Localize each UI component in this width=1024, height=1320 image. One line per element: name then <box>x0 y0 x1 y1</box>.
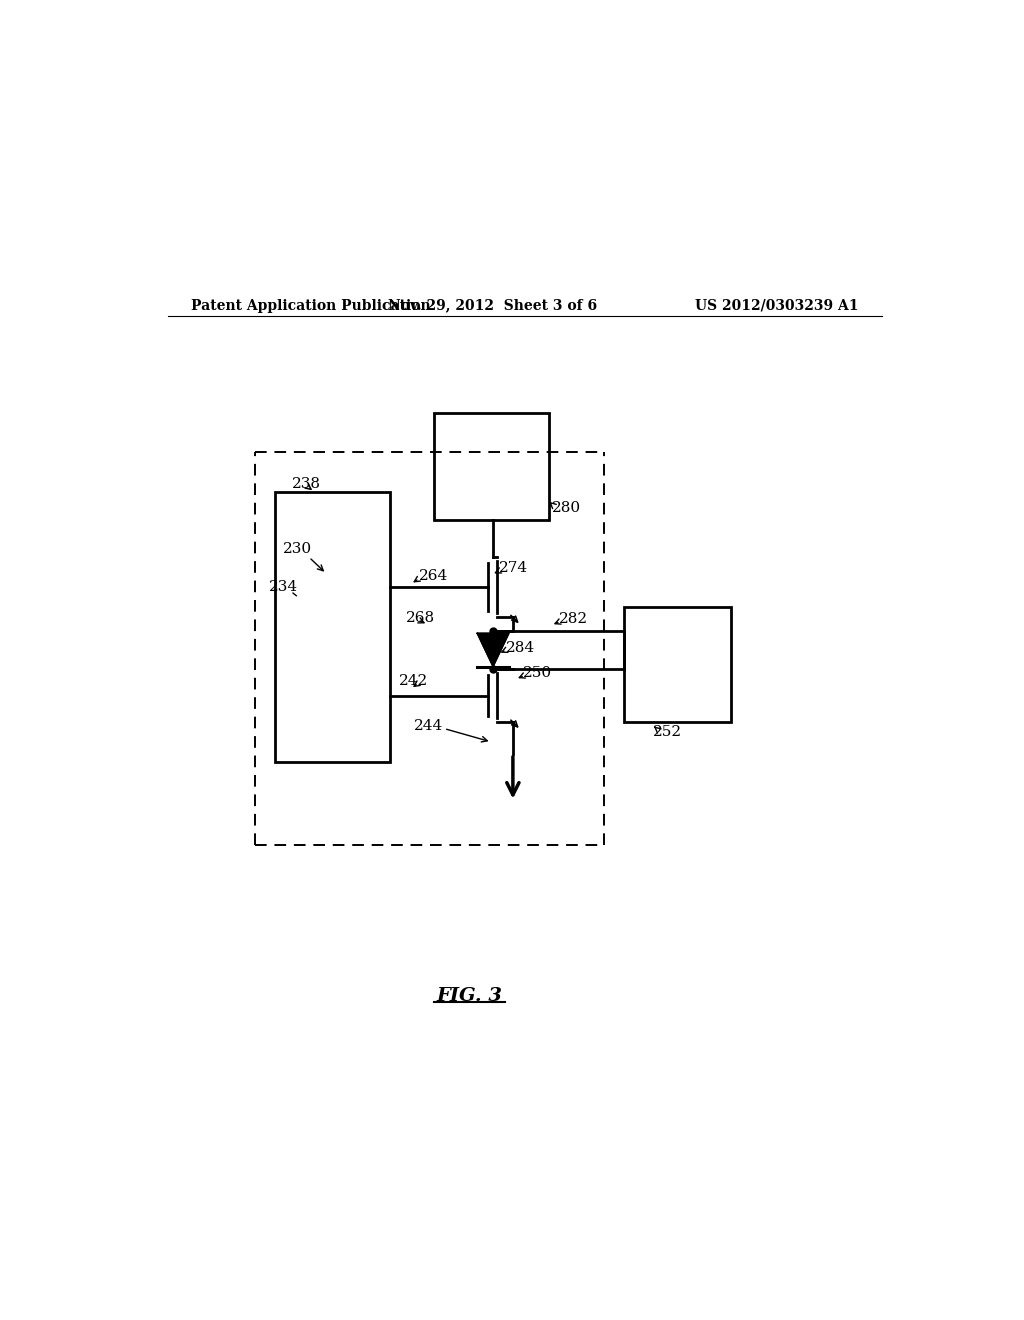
Text: 242: 242 <box>399 675 429 688</box>
Polygon shape <box>477 634 509 667</box>
Text: US 2012/0303239 A1: US 2012/0303239 A1 <box>694 298 858 313</box>
Text: 282: 282 <box>559 612 588 626</box>
Text: 244: 244 <box>414 719 443 733</box>
Text: 252: 252 <box>653 725 682 739</box>
Text: 230: 230 <box>283 543 312 556</box>
Text: FIG. 3: FIG. 3 <box>436 987 502 1005</box>
Text: 234: 234 <box>269 581 298 594</box>
Text: 274: 274 <box>500 561 528 576</box>
Text: 268: 268 <box>406 611 435 626</box>
Text: 284: 284 <box>506 640 535 655</box>
Text: Patent Application Publication: Patent Application Publication <box>191 298 431 313</box>
Text: 280: 280 <box>552 500 581 515</box>
Text: 250: 250 <box>523 667 552 680</box>
Text: Nov. 29, 2012  Sheet 3 of 6: Nov. 29, 2012 Sheet 3 of 6 <box>388 298 598 313</box>
Bar <box>624 607 731 722</box>
Bar <box>274 492 390 762</box>
Text: 264: 264 <box>419 569 447 583</box>
Bar <box>433 413 549 520</box>
Text: 238: 238 <box>292 477 322 491</box>
